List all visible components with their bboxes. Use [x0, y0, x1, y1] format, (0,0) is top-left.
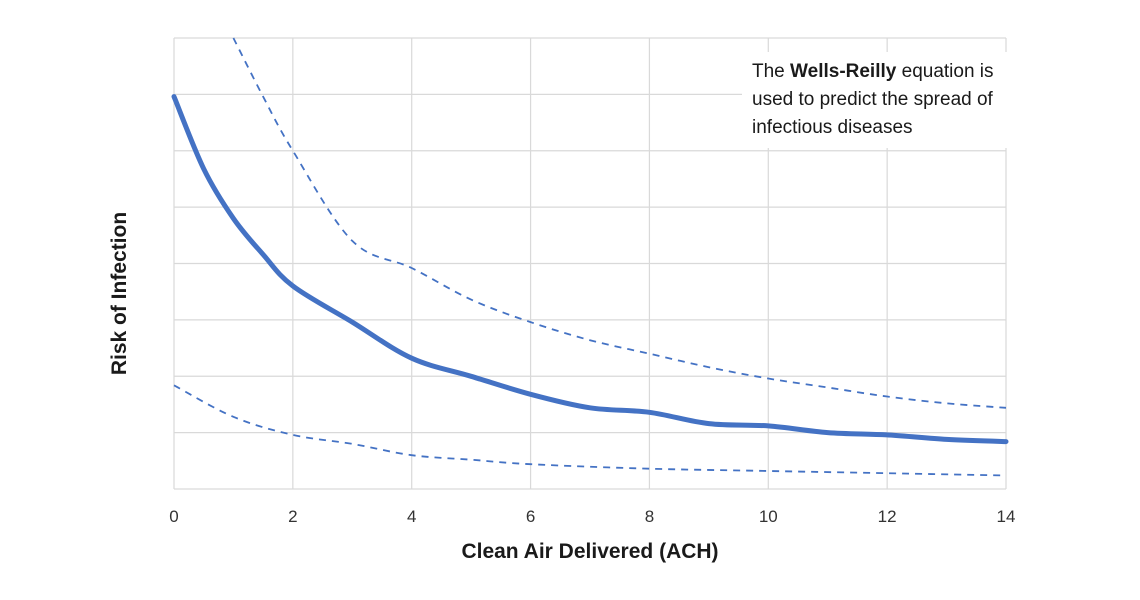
x-tick-label: 0	[169, 507, 178, 526]
y-axis-title: Risk of Infection	[108, 212, 131, 375]
annotation-bold-term: Wells-Reilly	[790, 61, 897, 82]
x-tick-label: 12	[878, 507, 897, 526]
annotation-prefix: The	[752, 61, 791, 82]
x-tick-label: 8	[645, 507, 654, 526]
annotation-box: The Wells-Reilly equation is used to pre…	[742, 52, 1012, 148]
x-tick-labels: 0 2 4 6 8 10 12 14	[169, 507, 1015, 526]
x-tick-label: 10	[759, 507, 778, 526]
x-tick-label: 6	[526, 507, 535, 526]
x-tick-label: 14	[997, 507, 1016, 526]
x-tick-label: 2	[288, 507, 297, 526]
annotation-suffix: equation is used to predict the spread o…	[752, 61, 994, 138]
series-line-dashed-1	[232, 37, 1007, 409]
series-line-dashed-2	[173, 384, 1007, 477]
series-line-main	[171, 94, 1009, 445]
series-group	[171, 37, 1009, 477]
x-axis-title: Clean Air Delivered (ACH)	[461, 540, 718, 563]
x-tick-label: 4	[407, 507, 416, 526]
